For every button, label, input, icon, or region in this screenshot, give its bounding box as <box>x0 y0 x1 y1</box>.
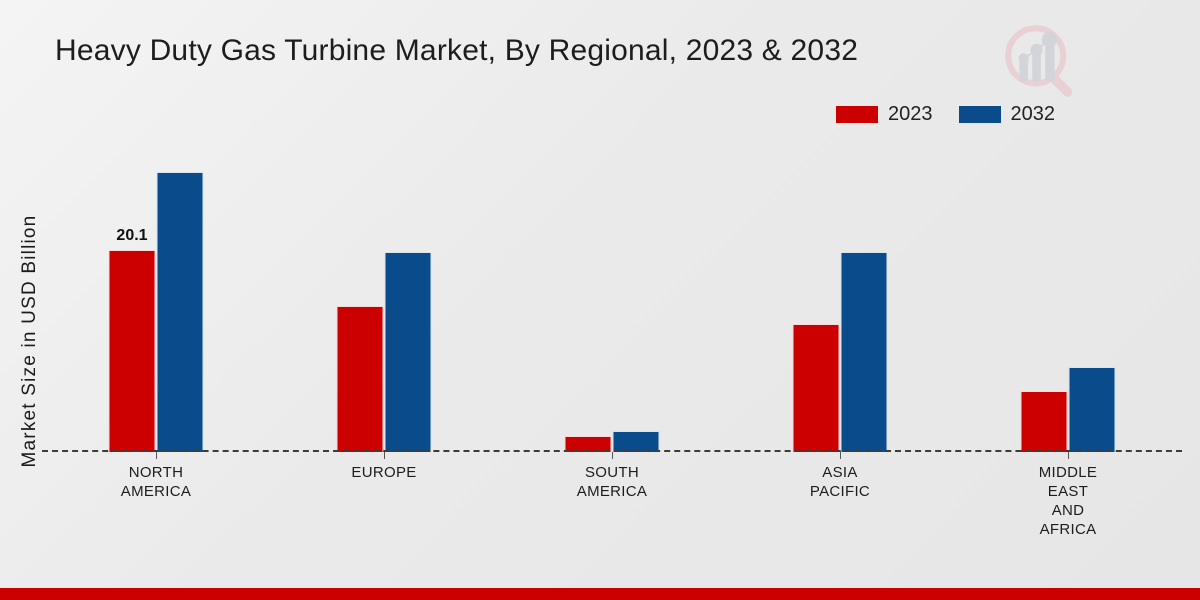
tick-cell: SOUTH AMERICA <box>498 452 726 572</box>
bar-2023[interactable] <box>336 306 384 452</box>
tick-mark <box>839 452 841 459</box>
bar-2032[interactable] <box>384 251 432 452</box>
legend-swatch-2032 <box>958 106 1001 123</box>
tick-mark <box>155 452 157 459</box>
tick-cell: EUROPE <box>270 452 498 572</box>
tick-mark <box>1067 452 1069 459</box>
bar-pair <box>564 430 660 452</box>
footer-accent-stripe <box>0 588 1200 600</box>
bar-2032[interactable] <box>1068 367 1116 452</box>
x-axis-tick-labels: NORTH AMERICA EUROPE SOUTH AMERICA ASIA PACIFI… <box>42 452 1182 572</box>
bar-group <box>726 150 954 452</box>
bar-group <box>954 150 1182 452</box>
y-axis-title: Market Size in USD Billion <box>19 214 40 468</box>
x-axis-baseline <box>42 450 1182 452</box>
plot-area: 20.1 <box>42 150 1182 452</box>
bar-2032[interactable] <box>156 172 204 452</box>
category-label: ASIA PACIFIC <box>809 464 871 500</box>
legend-label-2023: 2023 <box>888 103 933 125</box>
legend-label-2032: 2032 <box>1010 103 1056 125</box>
chart-legend: 2023 2032 <box>836 103 1055 126</box>
bar-pair <box>792 251 888 452</box>
category-label: NORTH AMERICA <box>120 464 192 500</box>
legend-item-2023[interactable]: 2023 <box>836 103 933 126</box>
chart-title: Heavy Duty Gas Turbine Market, By Region… <box>55 34 859 67</box>
category-label: SOUTH AMERICA <box>576 464 648 500</box>
bar-2023[interactable] <box>564 435 612 452</box>
bar-group <box>498 150 726 452</box>
bar-group: 20.1 <box>42 150 270 452</box>
category-label: EUROPE <box>351 464 417 481</box>
bar-2023[interactable]: 20.1 <box>108 227 156 452</box>
bar-pair: 20.1 <box>108 172 204 452</box>
bar-2032[interactable] <box>612 430 660 452</box>
bar-value-label: 20.1 <box>116 226 148 244</box>
bar-group <box>270 150 498 452</box>
bar-2023[interactable] <box>792 324 840 452</box>
bar-2023[interactable] <box>1020 390 1068 452</box>
brand-watermark-logo <box>997 18 1083 104</box>
tick-cell: MIDDLE EAST AND AFRICA <box>954 452 1182 572</box>
bar-pair <box>336 251 432 452</box>
tick-cell: NORTH AMERICA <box>42 452 270 572</box>
legend-swatch-2023 <box>836 106 878 123</box>
tick-mark <box>383 452 385 459</box>
bar-pair <box>1020 367 1116 452</box>
tick-cell: ASIA PACIFIC <box>726 452 954 572</box>
bar-2032[interactable] <box>840 251 888 452</box>
bar-groups: 20.1 <box>42 150 1182 452</box>
category-label: MIDDLE EAST AND AFRICA <box>1038 464 1098 538</box>
legend-item-2032[interactable]: 2032 <box>958 103 1056 126</box>
tick-mark <box>611 452 613 459</box>
